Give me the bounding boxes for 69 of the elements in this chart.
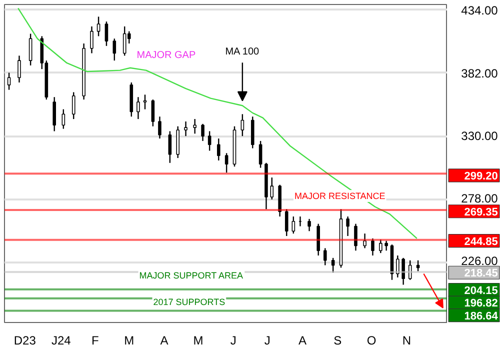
candlestick bbox=[371, 238, 374, 256]
candlestick bbox=[193, 118, 196, 134]
ref-line-label: 244.85 bbox=[464, 236, 498, 248]
x-tick-label: M bbox=[193, 334, 204, 348]
ref-line-label: 186.64 bbox=[464, 310, 499, 322]
ref-line-label: 196.82 bbox=[464, 298, 498, 310]
candlestick bbox=[323, 248, 327, 266]
ref-line-label: 204.15 bbox=[464, 284, 498, 297]
candlestick bbox=[270, 176, 274, 200]
candlestick bbox=[72, 92, 76, 120]
annotation: 2017 SUPPORTS bbox=[153, 296, 226, 307]
y-tick-label: 278.00 bbox=[461, 191, 498, 206]
ref-line-label: 299.20 bbox=[464, 170, 498, 182]
annotation: MAJOR RESISTANCE bbox=[294, 190, 386, 201]
annotation: MAJOR GAP bbox=[136, 50, 196, 61]
candlestick bbox=[90, 26, 94, 54]
x-tick-label: J24 bbox=[51, 334, 72, 348]
candlestick bbox=[62, 108, 66, 130]
candlestick bbox=[354, 223, 358, 252]
x-tick-label: O bbox=[366, 334, 376, 348]
x-tick-label: D23 bbox=[14, 334, 36, 348]
candlestick bbox=[396, 254, 400, 278]
ref-line-label: 269.35 bbox=[464, 206, 498, 218]
x-tick-label: F bbox=[91, 334, 99, 348]
candlestick bbox=[136, 96, 140, 120]
x-tick-label: A bbox=[160, 334, 168, 348]
ref-line-label: 218.45 bbox=[464, 268, 498, 280]
candlestick bbox=[416, 260, 420, 272]
candlestick bbox=[168, 130, 172, 164]
y-tick-label: 382.00 bbox=[461, 66, 498, 80]
candlestick bbox=[28, 33, 32, 66]
candlestick bbox=[224, 152, 228, 174]
candlestick bbox=[408, 260, 412, 280]
x-tick-label: J bbox=[230, 334, 236, 348]
candlestick bbox=[112, 38, 116, 62]
candlestick bbox=[143, 94, 147, 110]
candlestick bbox=[379, 239, 382, 254]
candlestick bbox=[284, 208, 288, 237]
candlestick bbox=[7, 72, 11, 90]
candlestick bbox=[104, 20, 108, 47]
candlestick bbox=[216, 138, 220, 162]
candlestick bbox=[208, 130, 212, 152]
y-tick-label: 330.00 bbox=[461, 128, 498, 143]
x-tick-label: M bbox=[124, 334, 134, 348]
annotation: MA 100 bbox=[225, 46, 260, 58]
candlestick bbox=[240, 114, 244, 137]
x-tick-label: J bbox=[264, 334, 270, 348]
x-tick-label: A bbox=[298, 334, 306, 348]
candlestick bbox=[292, 216, 296, 234]
candlestick bbox=[402, 257, 405, 286]
y-tick-label: 226.00 bbox=[461, 254, 498, 268]
x-tick-label: S bbox=[334, 334, 342, 348]
candlestick bbox=[201, 123, 204, 142]
candlestick bbox=[331, 257, 335, 274]
y-tick-label: 434.00 bbox=[461, 4, 498, 18]
candlestick bbox=[384, 240, 388, 252]
candlestick bbox=[184, 120, 188, 137]
candlestick bbox=[151, 98, 155, 127]
x-tick-label: N bbox=[402, 334, 412, 348]
candlestick bbox=[52, 96, 56, 132]
candlestick bbox=[158, 116, 162, 140]
candlestick bbox=[308, 218, 311, 232]
candlestick bbox=[18, 55, 21, 84]
line-series bbox=[17, 8, 418, 240]
annotation: MAJOR SUPPORT AREA bbox=[139, 270, 243, 280]
candlestick bbox=[346, 216, 350, 237]
candlestick bbox=[96, 16, 100, 37]
candlestick bbox=[363, 232, 366, 249]
candlestick bbox=[258, 140, 262, 168]
